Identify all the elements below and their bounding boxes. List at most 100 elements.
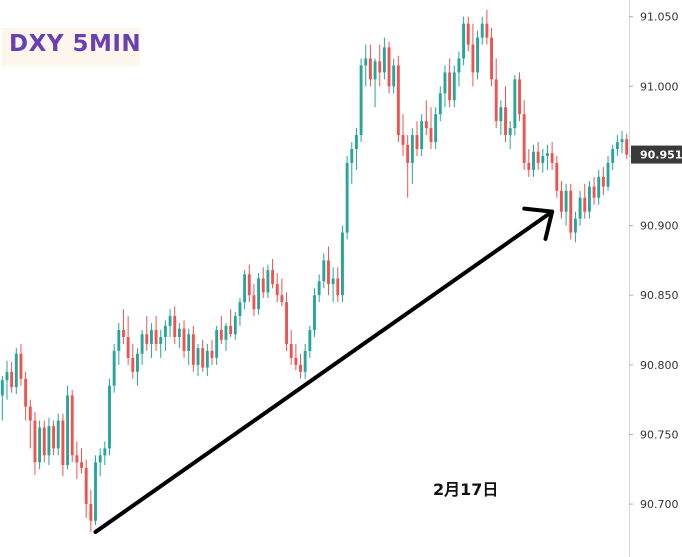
candle	[177, 323, 181, 349]
candle	[5, 360, 9, 400]
candle-body	[89, 504, 93, 521]
candle-body	[359, 65, 363, 136]
candle	[317, 274, 321, 303]
candle	[410, 128, 414, 184]
candle	[536, 142, 540, 170]
candle-body	[536, 151, 540, 163]
candle	[140, 330, 144, 365]
candle-body	[555, 162, 559, 191]
candle	[299, 353, 302, 379]
candle	[448, 58, 452, 108]
candle	[289, 330, 293, 365]
candle-body	[406, 144, 410, 163]
candle	[373, 58, 377, 108]
candle-body	[10, 371, 14, 388]
candle-body	[56, 420, 60, 449]
candle	[47, 417, 51, 466]
candle-body	[103, 448, 107, 456]
candle	[606, 155, 610, 191]
candle-body	[378, 61, 382, 73]
candle-body	[513, 79, 517, 129]
last-price-label: 90.951	[640, 149, 682, 162]
candle	[126, 316, 130, 365]
candle	[28, 399, 32, 449]
candle	[480, 16, 484, 45]
candle	[392, 58, 396, 94]
candle	[247, 264, 251, 303]
candle-body	[28, 406, 32, 421]
candle-body	[24, 378, 28, 407]
candle	[271, 259, 275, 289]
candle-body	[457, 58, 461, 73]
y-tick-label: 90.750	[640, 428, 679, 441]
candle-body	[140, 334, 144, 354]
candle-body	[149, 330, 153, 344]
candle	[10, 362, 14, 393]
candle	[149, 323, 153, 358]
candle	[215, 325, 219, 365]
candle-body	[327, 260, 330, 285]
candle-body	[331, 278, 335, 285]
candle	[494, 58, 498, 129]
candle	[625, 133, 629, 159]
candle	[191, 325, 195, 372]
candle	[420, 114, 424, 156]
candle	[201, 339, 205, 372]
candle-body	[299, 364, 302, 372]
candle-body	[159, 336, 163, 344]
candle-body	[19, 353, 23, 379]
candle	[583, 183, 587, 219]
candle	[233, 311, 237, 340]
candle-body	[564, 190, 568, 212]
candle	[75, 441, 79, 480]
candle	[285, 292, 288, 351]
candle-body	[546, 153, 549, 156]
candle	[224, 323, 228, 351]
candle	[280, 278, 284, 307]
candle-body	[205, 350, 209, 368]
candle	[396, 55, 400, 143]
candle	[84, 459, 88, 519]
candle	[434, 107, 438, 149]
candle	[173, 306, 177, 344]
candle-body	[233, 316, 237, 335]
candle-body	[131, 357, 135, 372]
candle-body	[452, 72, 456, 101]
candle-body	[401, 135, 405, 145]
arrow-shaft	[93, 209, 555, 534]
candle-body	[98, 455, 102, 463]
candle	[266, 264, 270, 298]
candle-body	[364, 58, 368, 66]
candle-body	[350, 148, 354, 163]
candle	[154, 316, 158, 351]
candle-body	[168, 316, 172, 326]
candle	[56, 413, 60, 456]
y-tick-label: 90.850	[640, 289, 679, 302]
last-price-box	[631, 145, 682, 164]
candle	[136, 348, 139, 386]
candle	[219, 316, 223, 344]
candle-body	[518, 79, 521, 115]
candle-body	[201, 348, 205, 368]
candle-body	[80, 462, 83, 468]
candle-body	[257, 278, 261, 310]
candle	[476, 30, 480, 80]
candle	[438, 86, 442, 122]
candle	[546, 144, 549, 170]
candle-body	[429, 128, 433, 143]
candle-body	[275, 284, 279, 296]
candle-body	[466, 23, 470, 45]
candle-body	[271, 270, 275, 285]
candle	[573, 211, 577, 243]
candle-body	[373, 61, 377, 80]
candle-body	[532, 151, 535, 170]
candle	[457, 51, 461, 87]
candle	[611, 144, 615, 170]
candle-body	[163, 325, 167, 337]
candle	[122, 309, 125, 344]
candle-body	[448, 72, 452, 101]
candle-body	[387, 47, 391, 87]
candle	[555, 155, 559, 198]
candle-body	[317, 281, 321, 296]
